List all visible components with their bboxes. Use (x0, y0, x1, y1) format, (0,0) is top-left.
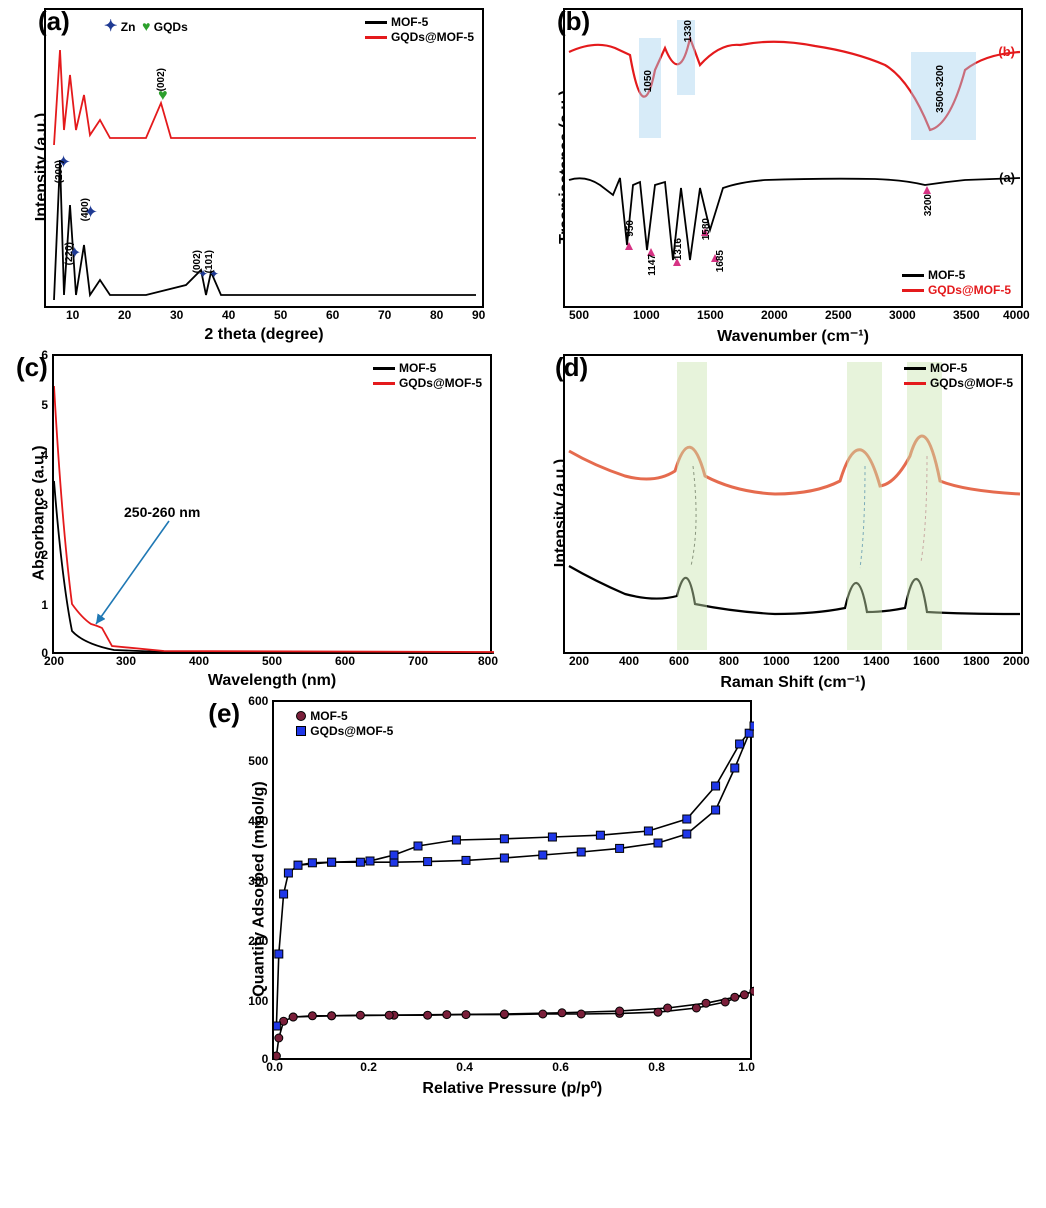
panel-c-legend: MOF-5 GQDs@MOF-5 (373, 360, 482, 391)
marker-gqds: GQDs (154, 20, 188, 34)
panel-a: (a) Intensity (a.u.) MOF-5 GQDs@MOF-5 ✦ … (8, 8, 519, 346)
inline-b: (b) (998, 44, 1015, 59)
panel-e-svg (274, 702, 754, 1062)
panel-e-wrap: (e) Quantity Adsorbed (mmol/g) 600 500 4… (8, 700, 1038, 1098)
panel-d: (d) Intensity (a.u.) MOF-5 GQDs@MOF-5 (527, 354, 1038, 692)
bl-3200: 3200 (923, 194, 934, 216)
panel-e: (e) Quantity Adsorbed (mmol/g) 600 500 4… (224, 700, 821, 1098)
panel-a-xticks: 102030405060708090 (44, 308, 484, 324)
panel-e-label: (e) (208, 698, 240, 729)
panel-b-xlabel: Wavenumber (cm⁻¹) (563, 326, 1023, 346)
band-650 (677, 362, 707, 650)
panel-b: (b) Trasmisstance (a.u.) MOF-5 GQDs@MOF-… (527, 8, 1038, 346)
panel-d-legend: MOF-5 GQDs@MOF-5 (904, 360, 1013, 391)
legend-mof5: MOF-5 (391, 15, 428, 29)
band-1590 (907, 362, 942, 650)
panel-a-xlabel: 2 theta (degree) (44, 326, 484, 344)
panel-a-label: (a) (38, 6, 70, 37)
leg-d-gqds: GQDs@MOF-5 (930, 376, 1013, 390)
star-icon: ✦ (104, 18, 117, 35)
leg-c-mof5: MOF-5 (399, 361, 436, 375)
panel-e-plot: MOF-5 GQDs@MOF-5 (272, 700, 752, 1060)
panel-a-plot: MOF-5 GQDs@MOF-5 ✦ Zn ♥ GQDs ♥ (44, 8, 484, 308)
leg-e-gqds: GQDs@MOF-5 (310, 724, 393, 738)
panel-d-xticks: 200400600800100012001400160018002000 (563, 654, 1023, 670)
bl-1147: 1147 (647, 254, 658, 276)
peak-400: (400) (80, 198, 91, 221)
panel-a-legend: MOF-5 GQDs@MOF-5 (365, 14, 474, 45)
panel-c-plot: MOF-5 GQDs@MOF-5 (52, 354, 492, 654)
bl-950: 950 (625, 220, 636, 237)
panel-e-legend: MOF-5 GQDs@MOF-5 (296, 708, 393, 739)
leg-c-gqds: GQDs@MOF-5 (399, 376, 482, 390)
marker-zn: Zn (121, 20, 136, 34)
peak-200: (200) (54, 160, 65, 183)
panel-d-plot: MOF-5 GQDs@MOF-5 (563, 354, 1023, 654)
heart-icon: ♥ (142, 18, 150, 34)
tl-1330: 1330 (683, 20, 694, 42)
leg-d-mof5: MOF-5 (930, 361, 967, 375)
peak-220: (220) (64, 242, 75, 265)
peak-002: (002) (192, 250, 203, 273)
annot-250: 250-260 nm (124, 504, 200, 520)
panel-b-xticks: 5001000150020002500300035004000 (563, 308, 1023, 324)
panel-c: (c) Absorbance (a.u.) 6 5 4 3 2 1 0 MOF-… (8, 354, 519, 692)
panel-c-xlabel: Wavelength (nm) (52, 672, 492, 690)
panel-c-label: (c) (16, 352, 48, 383)
panel-c-xticks: 200300400500600700800 (52, 654, 492, 670)
panel-a-marker-legend: ✦ Zn ♥ GQDs (104, 16, 188, 36)
panel-e-xticks: 0.00.20.40.60.81.0 (272, 1060, 752, 1076)
tl-1050: 1050 (643, 70, 654, 92)
peak-101: (101) (204, 250, 215, 273)
leg-e-mof5: MOF-5 (310, 709, 347, 723)
band-1350 (847, 362, 882, 650)
panel-e-xlabel: Relative Pressure (p/p⁰) (272, 1078, 752, 1098)
panel-b-legend: MOF-5 GQDs@MOF-5 (902, 267, 1011, 298)
panel-b-label: (b) (557, 6, 590, 37)
panel-d-svg (565, 356, 1025, 656)
peak-002-top: (002) (156, 68, 167, 91)
panel-b-plot: MOF-5 GQDs@MOF-5 (563, 8, 1023, 308)
figure-grid: (a) Intensity (a.u.) MOF-5 GQDs@MOF-5 ✦ … (0, 0, 1046, 1106)
panel-d-xlabel: Raman Shift (cm⁻¹) (563, 672, 1023, 692)
panel-a-svg: ♥ ✦ ✦ ✦ ✦ ✦ (46, 10, 486, 310)
panel-c-svg (54, 356, 494, 656)
leg-mof5: MOF-5 (928, 268, 965, 282)
circle-icon (296, 711, 306, 721)
panel-d-label: (d) (555, 352, 588, 383)
bl-1316: 1316 (673, 238, 684, 260)
bl-1580: 1580 (701, 218, 712, 240)
tl-3500: 3500-3200 (935, 65, 946, 113)
bl-1685: 1685 (715, 250, 726, 272)
inline-a: (a) (999, 170, 1015, 185)
legend-gqds: GQDs@MOF-5 (391, 30, 474, 44)
square-icon (296, 726, 306, 736)
leg-gqds: GQDs@MOF-5 (928, 283, 1011, 297)
